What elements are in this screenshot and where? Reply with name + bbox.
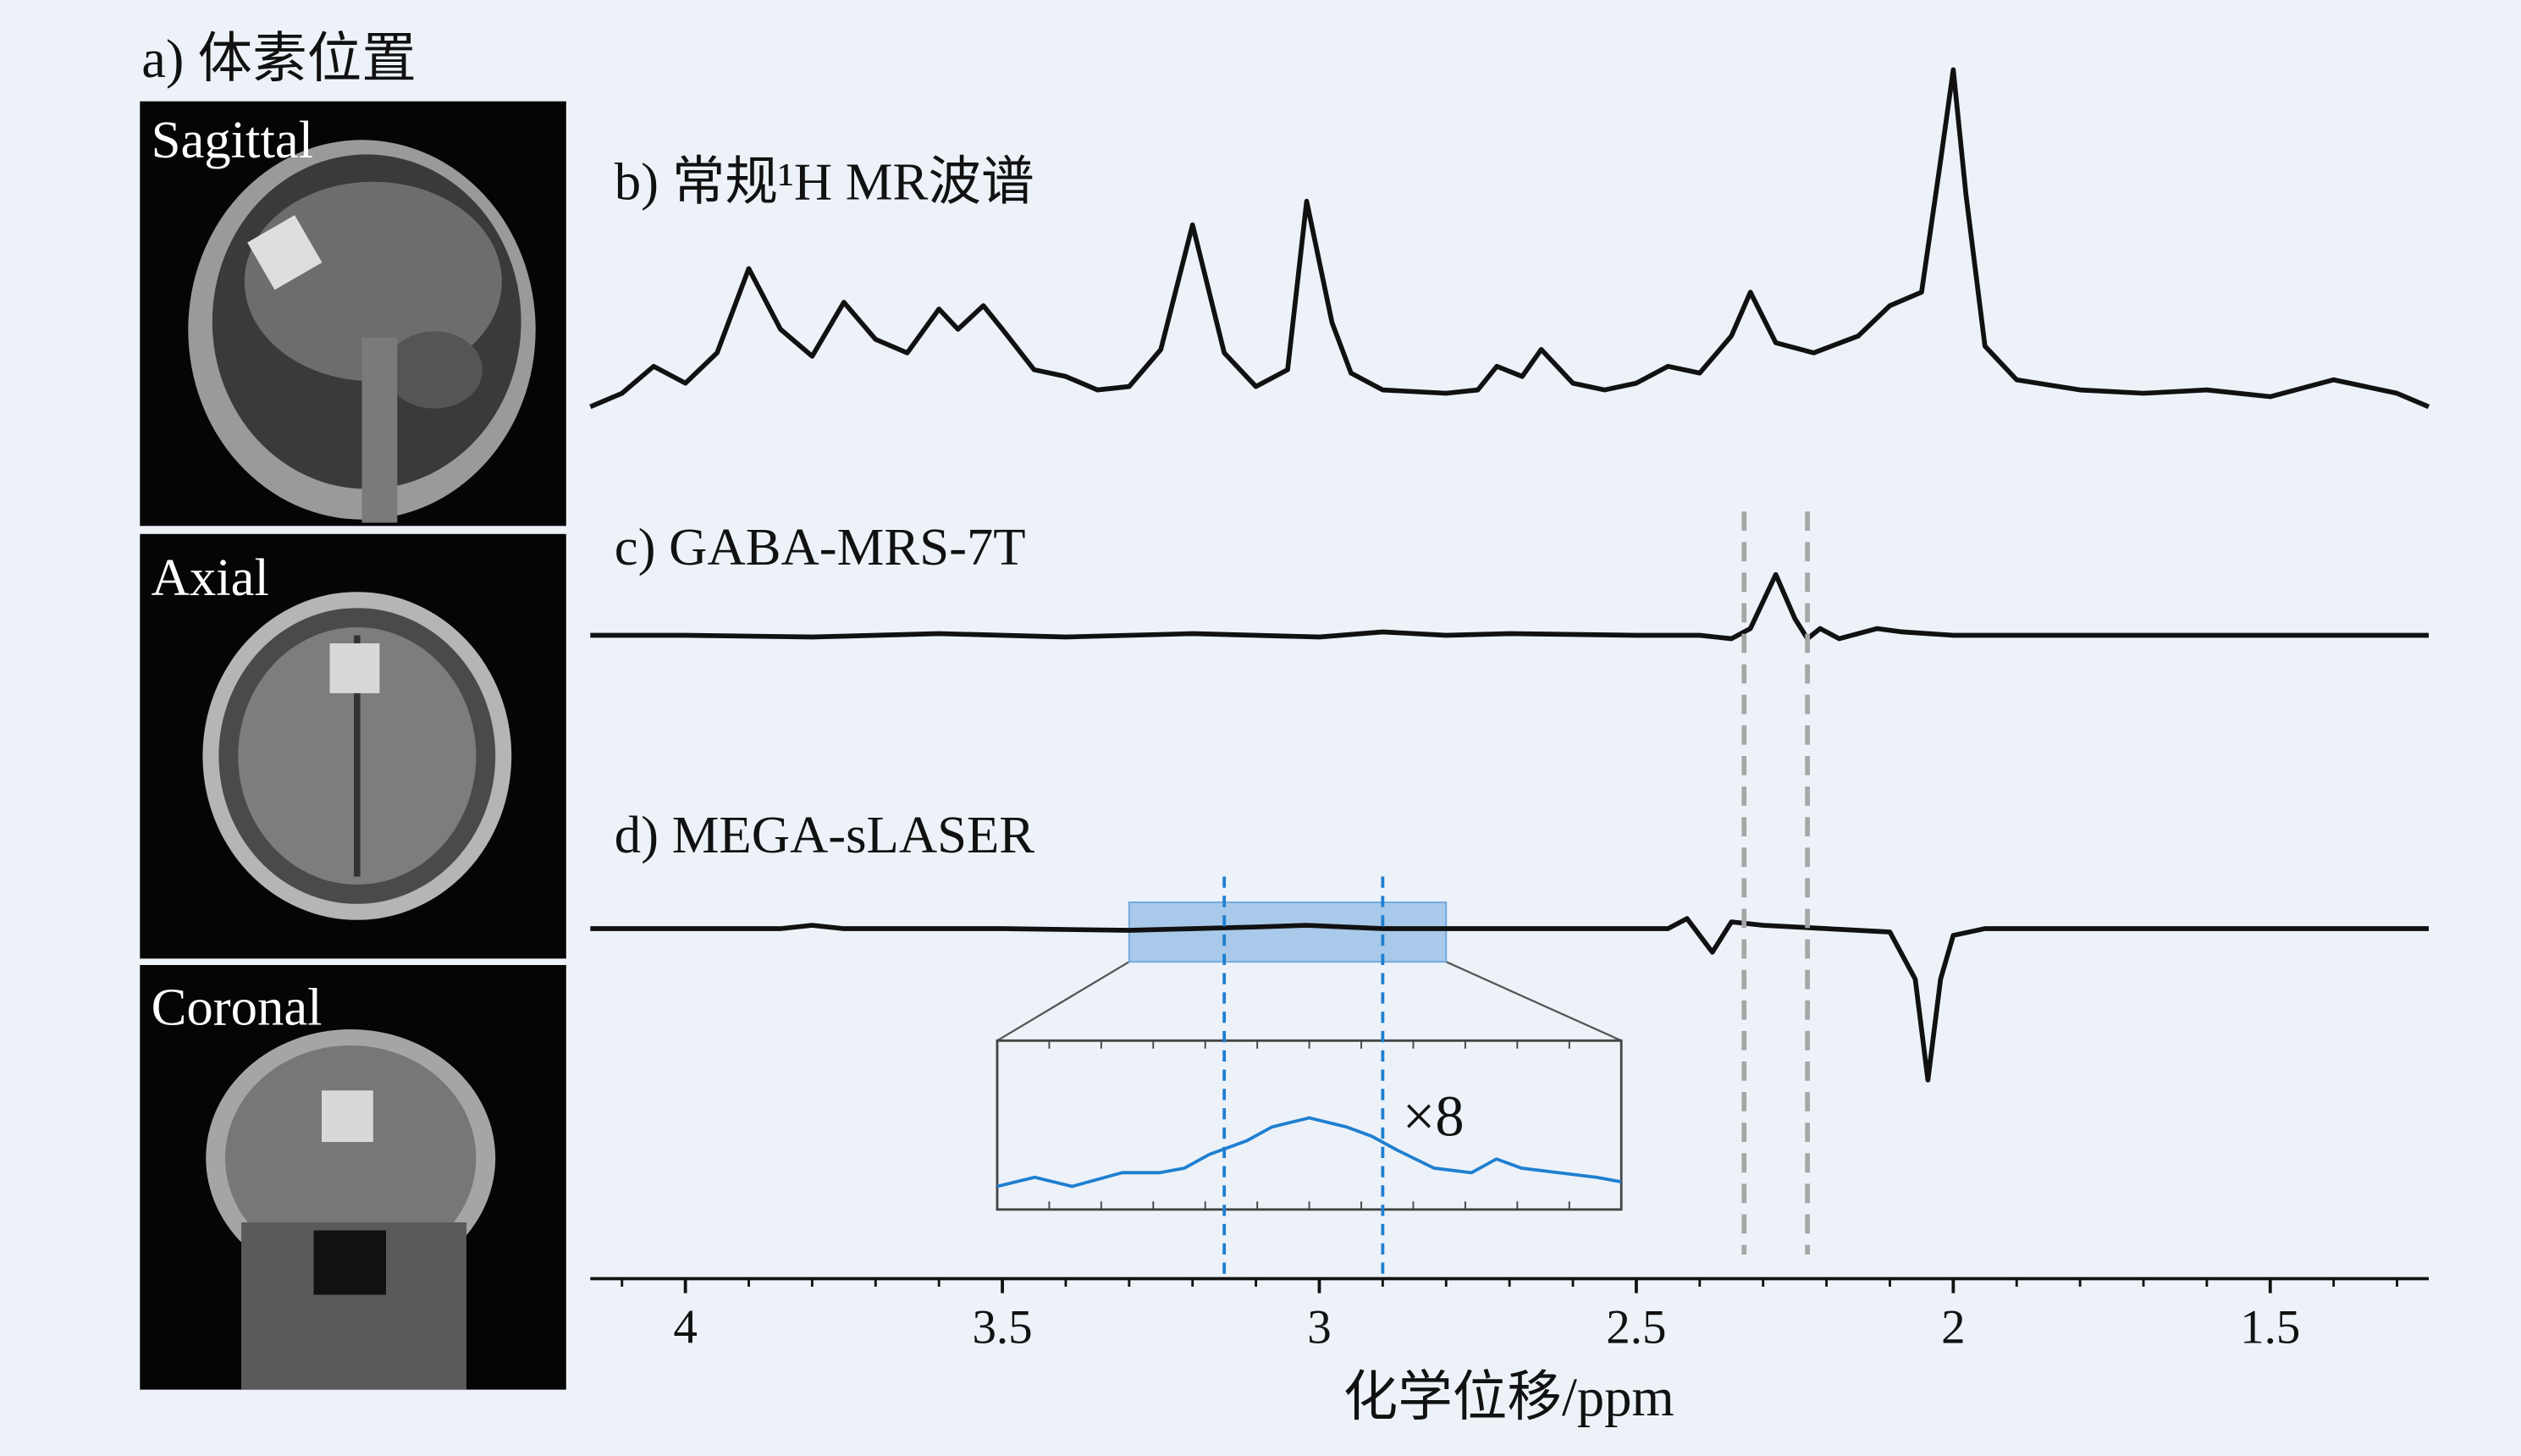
spectrum-line — [589, 67, 2430, 410]
x-tick-label: 1.5 — [2240, 1301, 2300, 1354]
view-label: Coronal — [152, 977, 323, 1036]
panel-title: b) 常规¹H MR波谱 — [615, 152, 1034, 212]
x-tick-label: 2.5 — [1606, 1301, 1666, 1354]
x-tick-label: 3.5 — [972, 1301, 1032, 1354]
x-tick-label: 3 — [1307, 1301, 1332, 1354]
panel-a-title: a) 体素位置 — [141, 28, 416, 90]
x-tick-label: 2 — [1941, 1301, 1966, 1354]
annotation: ×8 — [1403, 1084, 1465, 1148]
connector — [1445, 961, 1622, 1042]
panel-title: c) GABA-MRS-7T — [615, 517, 1026, 576]
view-label: Sagittal — [152, 110, 314, 169]
spectrum-line — [996, 1116, 1622, 1189]
spectrum-line — [590, 571, 2429, 642]
panel-title: d) MEGA-sLASER — [615, 805, 1034, 864]
coronal-image — [140, 965, 566, 1390]
x-tick-label: 4 — [673, 1301, 698, 1354]
connector — [996, 961, 1130, 1042]
highlight-region — [1128, 901, 1448, 963]
view-label: Axial — [152, 548, 269, 607]
x-axis-label: 化学位移/ppm — [1343, 1366, 1674, 1427]
spectrum-line — [590, 916, 2429, 1083]
sagittal-image — [140, 101, 566, 527]
axial-image — [140, 533, 566, 959]
